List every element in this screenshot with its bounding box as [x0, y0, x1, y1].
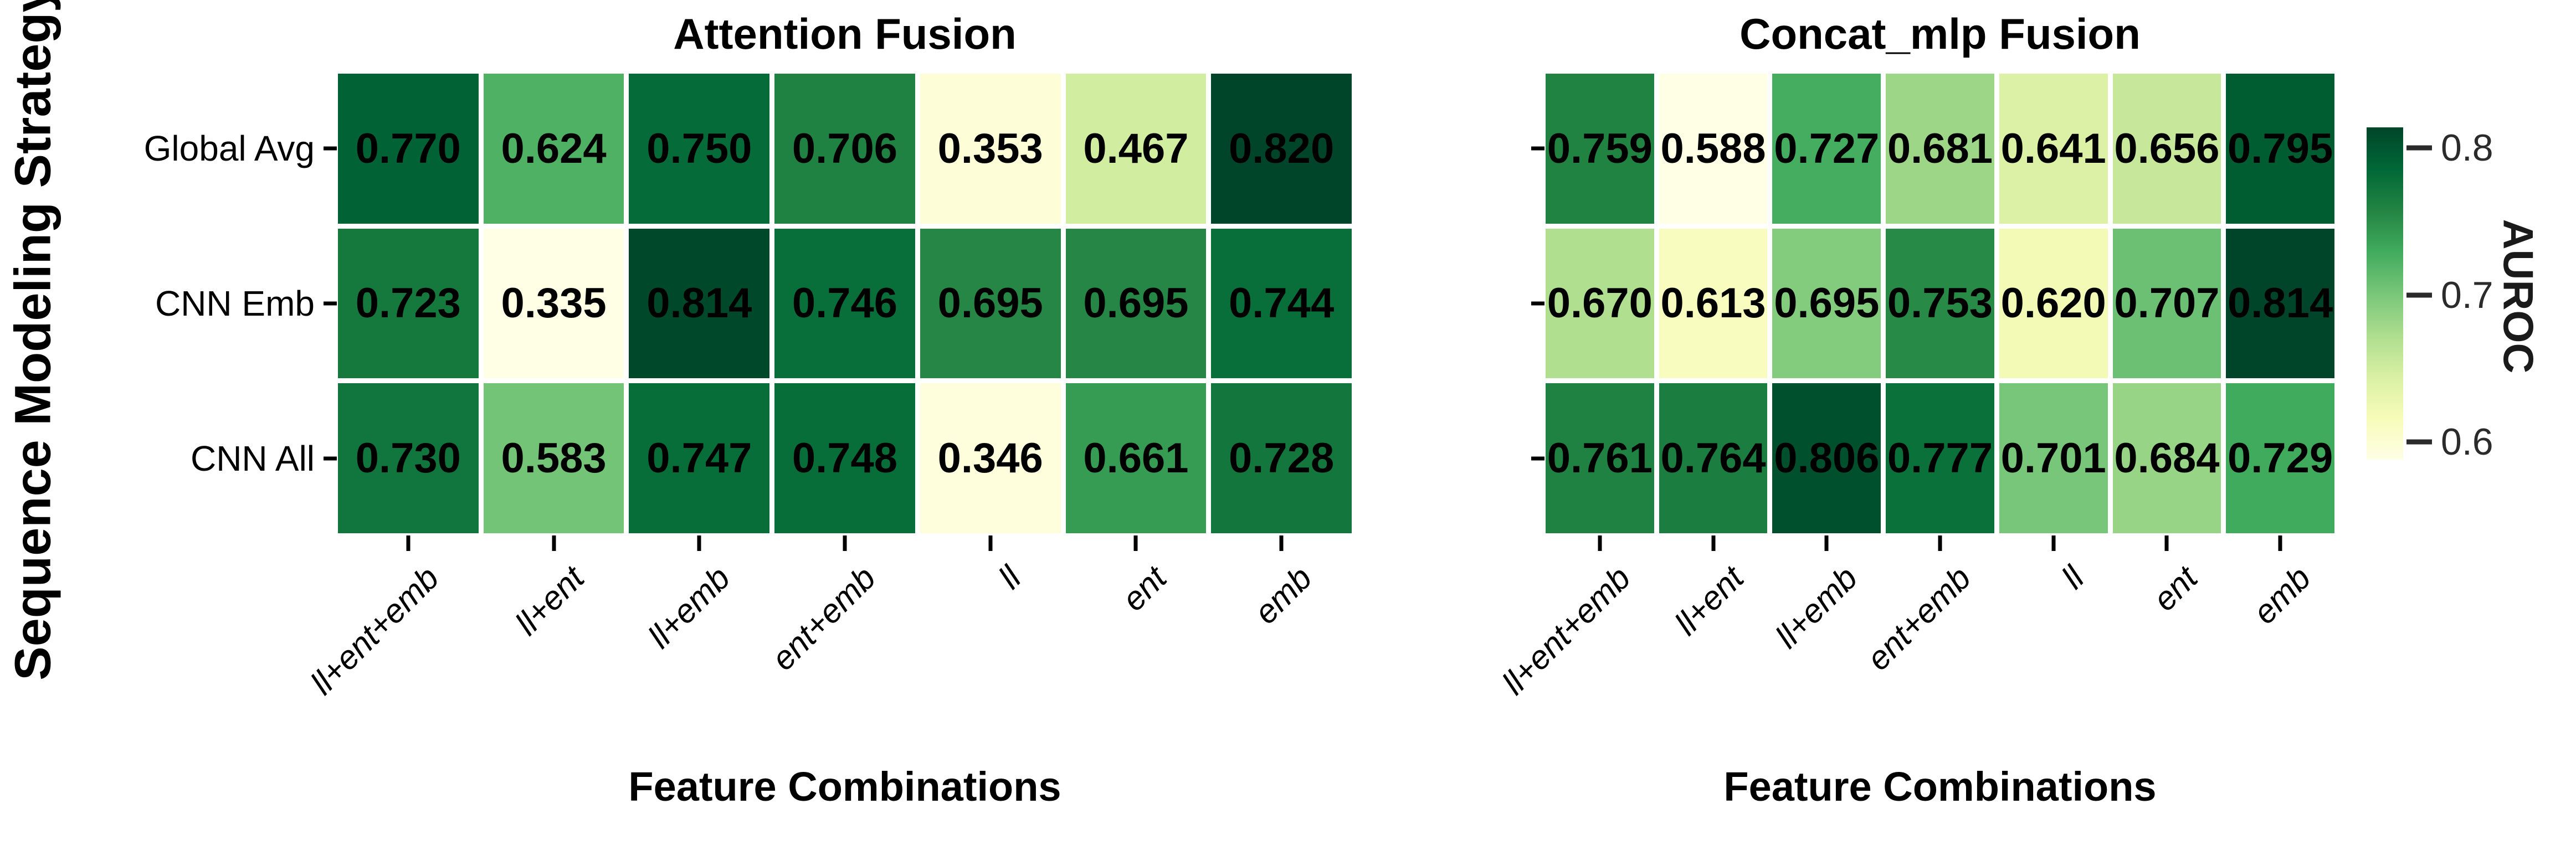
- x-tick-label: ll+emb: [1768, 559, 1865, 656]
- colorbar-tick-label: 0.7: [2441, 274, 2493, 316]
- x-tick-mark: [1133, 535, 1138, 551]
- heatmap-cell: 0.701: [1999, 383, 2108, 533]
- heatmap-cell: 0.728: [1211, 383, 1352, 533]
- colorbar-gradient: [2367, 127, 2403, 460]
- heatmap-cell: 0.747: [629, 383, 770, 533]
- x-tick-mark: [1598, 535, 1602, 551]
- heatmap-cell: 0.353: [920, 74, 1061, 224]
- heatmap-cell: 0.761: [1546, 383, 1654, 533]
- heatmap-cell: 0.770: [338, 74, 479, 224]
- heatmap-cell: 0.681: [1886, 74, 1994, 224]
- heatmap-cell: 0.730: [338, 383, 479, 533]
- colorbar-tick-mark: [2406, 292, 2432, 298]
- heatmap-cell: 0.729: [2226, 383, 2334, 533]
- y-tick-mark: [324, 146, 337, 151]
- colorbar-tick-mark: [2406, 145, 2432, 151]
- heatmap-cell: 0.467: [1065, 74, 1207, 224]
- concat-mlp-fusion-heatmap: 0.759 0.588 0.727 0.681 0.641 0.656 0.795 0.670…: [1546, 74, 2334, 533]
- heatmap-cell: 0.583: [483, 383, 624, 533]
- heatmap-cell: 0.759: [1546, 74, 1654, 224]
- y-tick-mark: [1531, 301, 1544, 306]
- attention-fusion-heatmap: 0.770 0.624 0.750 0.706 0.353 0.467 0.820 0.723…: [338, 74, 1352, 533]
- x-tick-mark: [1711, 535, 1716, 551]
- x-tick-label: ll: [991, 559, 1028, 596]
- heatmap-cell: 0.748: [774, 383, 915, 533]
- x-tick-label: ent: [2146, 559, 2205, 619]
- heatmap-cell: 0.814: [2226, 228, 2334, 379]
- x-tick-label: emb: [1247, 559, 1320, 631]
- heatmap-cell: 0.656: [2112, 74, 2221, 224]
- heatmap-cell: 0.613: [1659, 228, 1768, 379]
- heatmap-cell: 0.620: [1999, 228, 2108, 379]
- y-axis-title: Sequence Modeling Strategy: [4, 0, 61, 681]
- x-tick-mark: [406, 535, 410, 551]
- heatmap-cell: 0.707: [2112, 228, 2221, 379]
- x-tick-mark: [1824, 535, 1829, 551]
- x-tick-mark: [843, 535, 847, 551]
- x-tick-label: ll+ent+emb: [303, 559, 446, 702]
- y-tick-mark: [324, 301, 337, 306]
- x-tick-mark: [2051, 535, 2056, 551]
- y-tick-label: CNN All: [190, 438, 315, 478]
- heatmap-cell: 0.588: [1659, 74, 1768, 224]
- heatmap-cell: 0.723: [338, 228, 479, 379]
- x-tick-label: ll+ent+emb: [1495, 559, 1638, 702]
- heatmap-cell: 0.695: [920, 228, 1061, 379]
- y-tick-mark: [324, 456, 337, 461]
- heatmap-cell: 0.670: [1546, 228, 1654, 379]
- colorbar-title: AUROC: [2494, 219, 2542, 374]
- heatmap-cell: 0.641: [1999, 74, 2108, 224]
- heatmap-cell: 0.695: [1772, 228, 1881, 379]
- heatmap-cell: 0.795: [2226, 74, 2334, 224]
- heatmap-cell: 0.684: [2112, 383, 2221, 533]
- heatmap-cell: 0.777: [1886, 383, 1994, 533]
- x-tick-mark: [2278, 535, 2282, 551]
- x-tick-label: ll+emb: [640, 559, 737, 656]
- heatmap-cell: 0.695: [1065, 228, 1207, 379]
- heatmap-cell: 0.814: [629, 228, 770, 379]
- y-tick-label: CNN Emb: [155, 284, 315, 323]
- colorbar-tick-label: 0.6: [2441, 421, 2493, 463]
- heatmap-cell: 0.753: [1886, 228, 1994, 379]
- heatmap-cell: 0.806: [1772, 383, 1881, 533]
- x-tick-label: ent+emb: [764, 559, 883, 678]
- x-axis-title-right: Feature Combinations: [1723, 764, 2157, 810]
- heatmap-cell: 0.744: [1211, 228, 1352, 379]
- panel-title-concat-mlp-fusion: Concat_mlp Fusion: [1739, 9, 2141, 58]
- y-tick-mark: [1531, 146, 1544, 151]
- heatmap-cell: 0.661: [1065, 383, 1207, 533]
- heatmap-cell: 0.624: [483, 74, 624, 224]
- heatmap-cell: 0.706: [774, 74, 915, 224]
- x-tick-label: ll: [2054, 559, 2091, 596]
- y-tick-mark: [1531, 456, 1544, 461]
- x-tick-mark: [552, 535, 556, 551]
- x-tick-label: emb: [2246, 559, 2318, 631]
- x-tick-label: ent: [1115, 559, 1174, 619]
- x-axis-title-left: Feature Combinations: [628, 764, 1061, 810]
- heatmap-cell: 0.746: [774, 228, 915, 379]
- heatmap-cell: 0.346: [920, 383, 1061, 533]
- heatmap-cell: 0.750: [629, 74, 770, 224]
- x-tick-mark: [2164, 535, 2169, 551]
- x-tick-mark: [697, 535, 701, 551]
- heatmap-cell: 0.764: [1659, 383, 1768, 533]
- x-tick-label: ll+ent: [1667, 559, 1751, 642]
- x-tick-mark: [1938, 535, 1942, 551]
- x-tick-label: ll+ent: [508, 559, 592, 642]
- x-tick-mark: [1279, 535, 1284, 551]
- heatmap-cell: 0.820: [1211, 74, 1352, 224]
- colorbar-tick-label: 0.8: [2441, 127, 2493, 169]
- x-tick-mark: [988, 535, 993, 551]
- colorbar-tick-mark: [2406, 439, 2432, 445]
- x-tick-label: ent+emb: [1859, 559, 1978, 678]
- panel-title-attention-fusion: Attention Fusion: [673, 9, 1017, 58]
- heatmap-cell: 0.727: [1772, 74, 1881, 224]
- heatmap-cell: 0.335: [483, 228, 624, 379]
- y-tick-label: Global Avg: [143, 128, 315, 169]
